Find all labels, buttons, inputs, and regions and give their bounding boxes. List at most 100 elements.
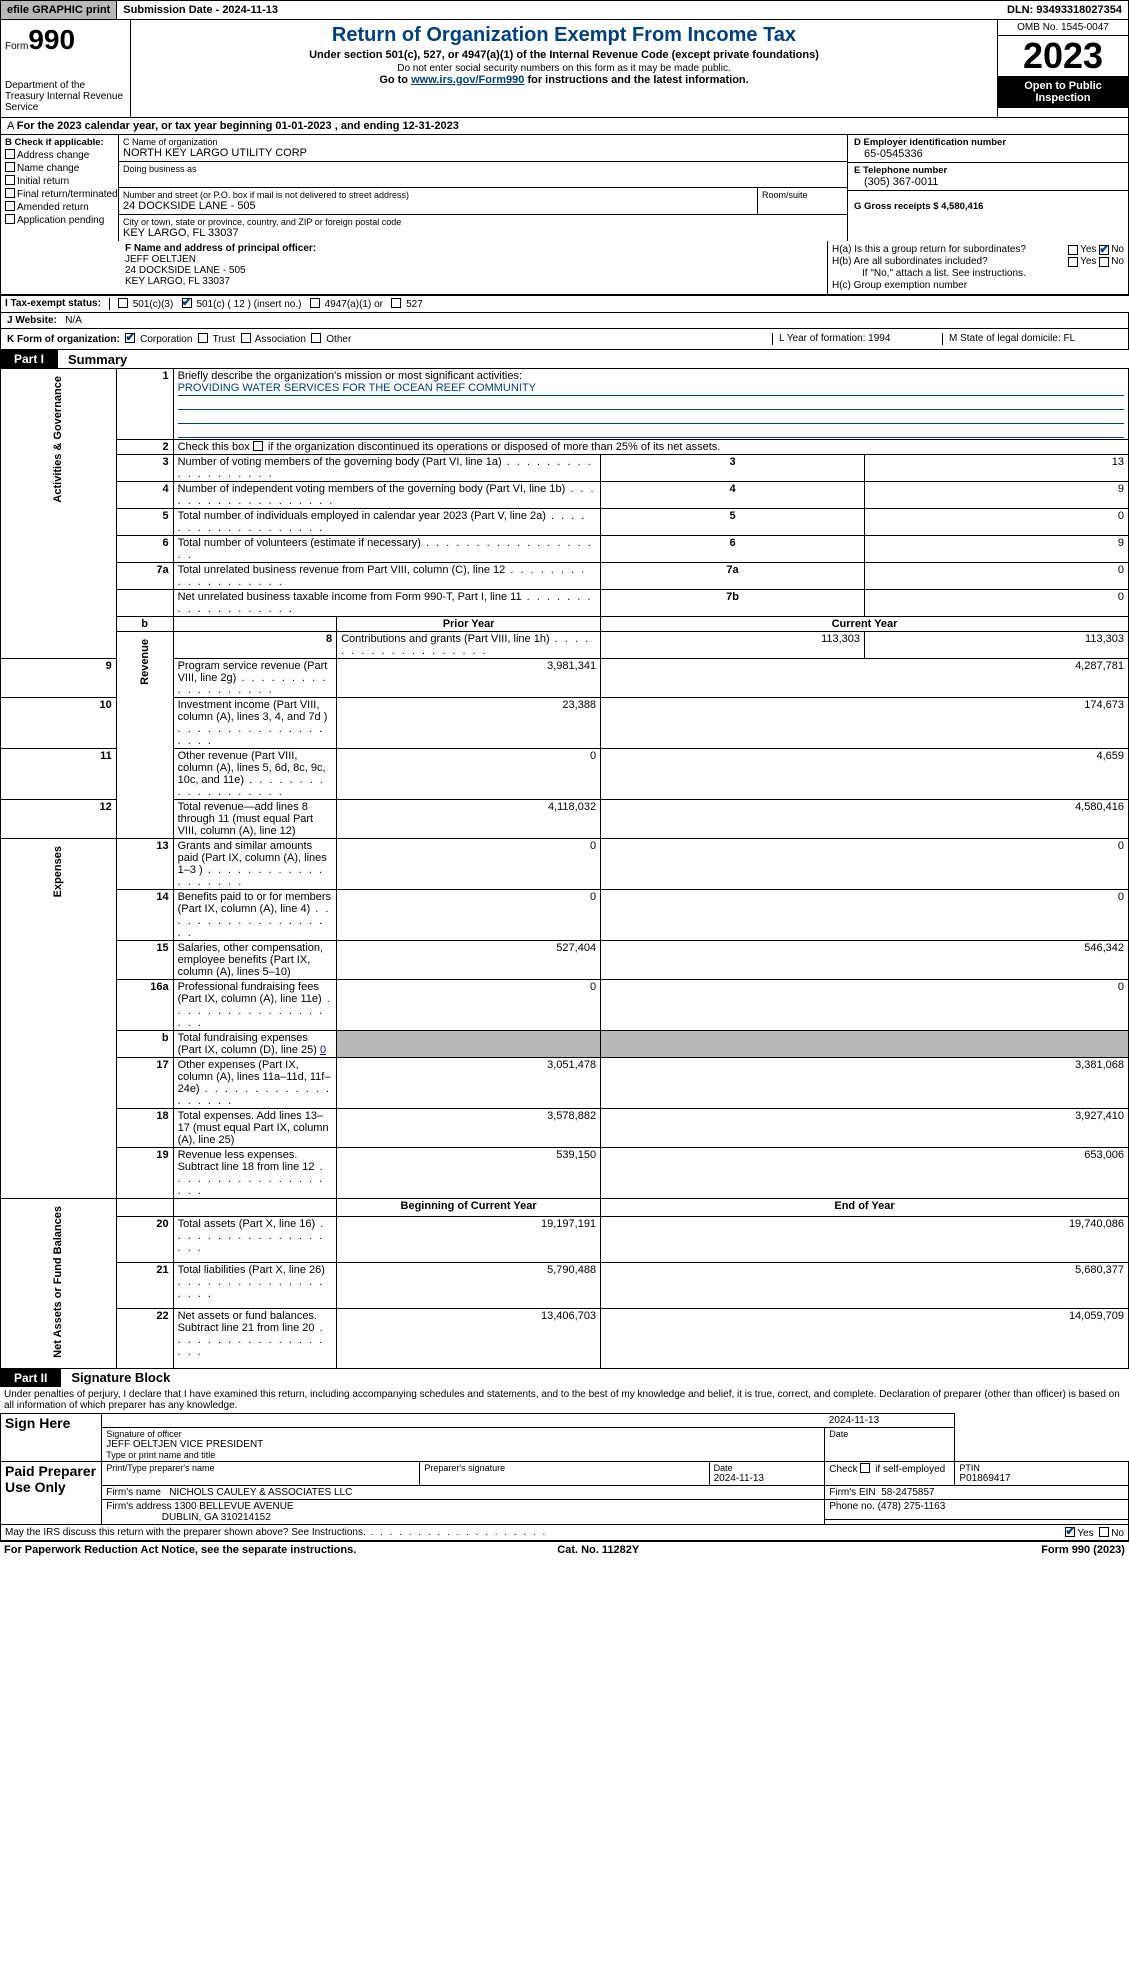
signature-table: Sign Here 2024-11-13 Signature of office… — [0, 1413, 1129, 1525]
gross-receipts: G Gross receipts $ 4,580,416 — [854, 201, 983, 212]
paid-preparer-label: Paid Preparer Use Only — [1, 1461, 102, 1524]
vlabel-rev: Revenue — [139, 633, 151, 691]
k-l-m-row: K Form of organization: Corporation Trus… — [0, 329, 1129, 350]
room-suite: Room/suite — [758, 188, 848, 215]
vlabel-ag: Activities & Governance — [52, 370, 64, 509]
efile-print-button[interactable]: efile GRAPHIC print — [1, 1, 117, 19]
part2-header: Part II Signature Block — [0, 1369, 1129, 1387]
summary-row: 19Revenue less expenses. Subtract line 1… — [1, 1148, 1129, 1199]
vlabel-exp: Expenses — [52, 840, 64, 903]
chk-corp[interactable] — [125, 333, 135, 343]
summary-row: 5Total number of individuals employed in… — [1, 509, 1129, 536]
chk-4947[interactable] — [310, 298, 320, 308]
footer: For Paperwork Reduction Act Notice, see … — [0, 1541, 1129, 1558]
form-word: Form — [5, 41, 28, 52]
chk-assoc[interactable] — [241, 333, 251, 343]
form-header: Form990 Department of the Treasury Inter… — [0, 20, 1129, 118]
chk-discontinued[interactable] — [253, 441, 263, 451]
summary-row: 18Total expenses. Add lines 13–17 (must … — [1, 1109, 1129, 1148]
summary-row: 17Other expenses (Part IX, column (A), l… — [1, 1058, 1129, 1109]
summary-row: 4Number of independent voting members of… — [1, 482, 1129, 509]
box-d-e-g: D Employer identification number 65-0545… — [848, 135, 1128, 241]
form-title: Return of Organization Exempt From Incom… — [139, 24, 989, 47]
firm-name: NICHOLS CAULEY & ASSOCIATES LLC — [169, 1487, 352, 1498]
firm-ein: 58-2475857 — [881, 1487, 934, 1498]
org-address: 24 DOCKSIDE LANE - 505 — [123, 200, 753, 212]
box-h: H(a) Is this a group return for subordin… — [828, 241, 1128, 294]
tax-year: 2023 — [998, 36, 1128, 76]
org-name: NORTH KEY LARGO UTILITY CORP — [123, 147, 843, 159]
form-number: 990 — [28, 24, 75, 55]
top-bar: efile GRAPHIC print Submission Date - 20… — [0, 0, 1129, 20]
part1-header: Part I Summary — [0, 350, 1129, 368]
goto-line: Go to www.irs.gov/Form990 for instructio… — [139, 74, 989, 86]
chk-trust[interactable] — [198, 333, 208, 343]
discuss-row: May the IRS discuss this return with the… — [0, 1525, 1129, 1541]
chk-ha-no[interactable] — [1099, 245, 1109, 255]
open-to-public: Open to Public Inspection — [998, 76, 1128, 108]
blank-area — [0, 1558, 1129, 1964]
box-b: B Check if applicable: Address change Na… — [1, 135, 119, 241]
firm-phone: (478) 275-1163 — [878, 1501, 946, 1512]
chk-hb-no[interactable] — [1099, 257, 1109, 267]
chk-501c3[interactable] — [118, 298, 128, 308]
entity-block: B Check if applicable: Address change Na… — [0, 135, 1129, 241]
chk-discuss-no[interactable] — [1099, 1527, 1109, 1537]
chk-address-change[interactable] — [5, 149, 15, 159]
year-box: OMB No. 1545-0047 2023 Open to Public In… — [998, 20, 1128, 117]
mission-text: PROVIDING WATER SERVICES FOR THE OCEAN R… — [178, 382, 1124, 396]
summary-row: 16aProfessional fundraising fees (Part I… — [1, 980, 1129, 1031]
submission-date: Submission Date - 2024-11-13 — [117, 1, 284, 19]
summary-row: 21Total liabilities (Part X, line 26)5,7… — [1, 1262, 1129, 1308]
firm-addr2: DUBLIN, GA 310214152 — [162, 1512, 271, 1523]
dept-label: Department of the Treasury Internal Reve… — [5, 80, 126, 113]
website-row: J Website: N/A — [0, 313, 560, 329]
chk-other[interactable] — [311, 333, 321, 343]
sign-here-label: Sign Here — [1, 1413, 102, 1461]
chk-name-change[interactable] — [5, 162, 15, 172]
ptin-value: P01869417 — [959, 1473, 1124, 1484]
summary-row: 3Number of voting members of the governi… — [1, 455, 1129, 482]
officer-addr2: KEY LARGO, FL 33037 — [125, 276, 821, 287]
chk-501c[interactable] — [182, 298, 192, 308]
chk-ha-yes[interactable] — [1068, 245, 1078, 255]
dln-label: DLN: 93493318027354 — [1001, 1, 1128, 19]
chk-discuss-yes[interactable] — [1065, 1527, 1075, 1537]
chk-initial-return[interactable] — [5, 175, 15, 185]
summary-row: 15Salaries, other compensation, employee… — [1, 941, 1129, 980]
line-a-tax-year: A For the 2023 calendar year, or tax yea… — [0, 118, 1129, 135]
chk-527[interactable] — [391, 298, 401, 308]
form-id-box: Form990 Department of the Treasury Inter… — [1, 20, 131, 117]
irs-link[interactable]: www.irs.gov/Form990 — [411, 74, 524, 86]
chk-final-return[interactable] — [5, 188, 15, 198]
officer-signature: JEFF OELTJEN VICE PRESIDENT — [106, 1439, 820, 1450]
summary-row: 14Benefits paid to or for members (Part … — [1, 890, 1129, 941]
summary-table: Activities & Governance 1 Briefly descri… — [0, 368, 1129, 1369]
org-city: KEY LARGO, FL 33037 — [123, 227, 843, 239]
chk-hb-yes[interactable] — [1068, 257, 1078, 267]
summary-row: 22Net assets or fund balances. Subtract … — [1, 1308, 1129, 1368]
year-formation: L Year of formation: 1994 — [772, 333, 942, 345]
chk-self-employed[interactable] — [860, 1463, 870, 1473]
chk-amended[interactable] — [5, 201, 15, 211]
subtitle-1: Under section 501(c), 527, or 4947(a)(1)… — [139, 49, 989, 61]
title-box: Return of Organization Exempt From Incom… — [131, 20, 998, 117]
ein-value: 65-0545336 — [854, 148, 1122, 160]
box-c: C Name of organization NORTH KEY LARGO U… — [119, 135, 848, 241]
subtitle-2: Do not enter social security numbers on … — [139, 63, 989, 74]
chk-app-pending[interactable] — [5, 214, 15, 224]
officer-block: F Name and address of principal officer:… — [0, 241, 1129, 295]
summary-row: Net unrelated business taxable income fr… — [1, 590, 1129, 617]
firm-addr1: 1300 BELLEVUE AVENUE — [174, 1501, 293, 1512]
state-domicile: M State of legal domicile: FL — [942, 333, 1122, 345]
summary-row: 20Total assets (Part X, line 16)19,197,1… — [1, 1216, 1129, 1262]
phone-value: (305) 367-0011 — [854, 176, 1122, 188]
vlabel-na: Net Assets or Fund Balances — [52, 1200, 64, 1364]
summary-row: 7aTotal unrelated business revenue from … — [1, 563, 1129, 590]
omb-number: OMB No. 1545-0047 — [998, 20, 1128, 36]
officer-addr1: 24 DOCKSIDE LANE - 505 — [125, 265, 821, 276]
fundraising-link[interactable]: 0 — [320, 1044, 326, 1056]
tax-exempt-row: I Tax-exempt status: 501(c)(3) 501(c) ( … — [0, 295, 1129, 313]
officer-name: JEFF OELTJEN — [125, 254, 821, 265]
summary-row: 6Total number of volunteers (estimate if… — [1, 536, 1129, 563]
